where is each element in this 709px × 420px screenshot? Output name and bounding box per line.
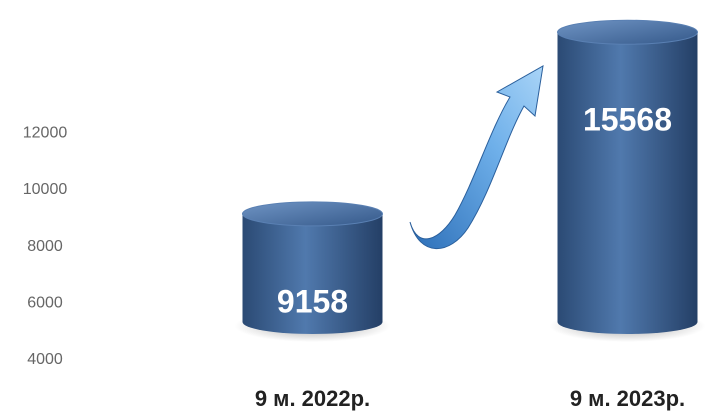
growth-arrow — [409, 65, 544, 250]
x-tick-label: 9 м. 2023р. — [570, 386, 685, 411]
bar-top — [557, 19, 698, 45]
bar — [557, 32, 698, 335]
y-tick-label: 6000 — [27, 295, 63, 312]
bar — [242, 213, 383, 334]
value-label: 9158 — [277, 283, 348, 319]
y-tick-label: 10000 — [23, 181, 68, 198]
y-tick-label: 12000 — [23, 125, 68, 142]
x-tick-label: 9 м. 2022р. — [255, 386, 370, 411]
y-tick-label: 8000 — [27, 238, 63, 255]
bar-top — [242, 201, 383, 227]
y-tick-label: 4000 — [27, 351, 63, 368]
value-label: 15568 — [583, 102, 672, 138]
